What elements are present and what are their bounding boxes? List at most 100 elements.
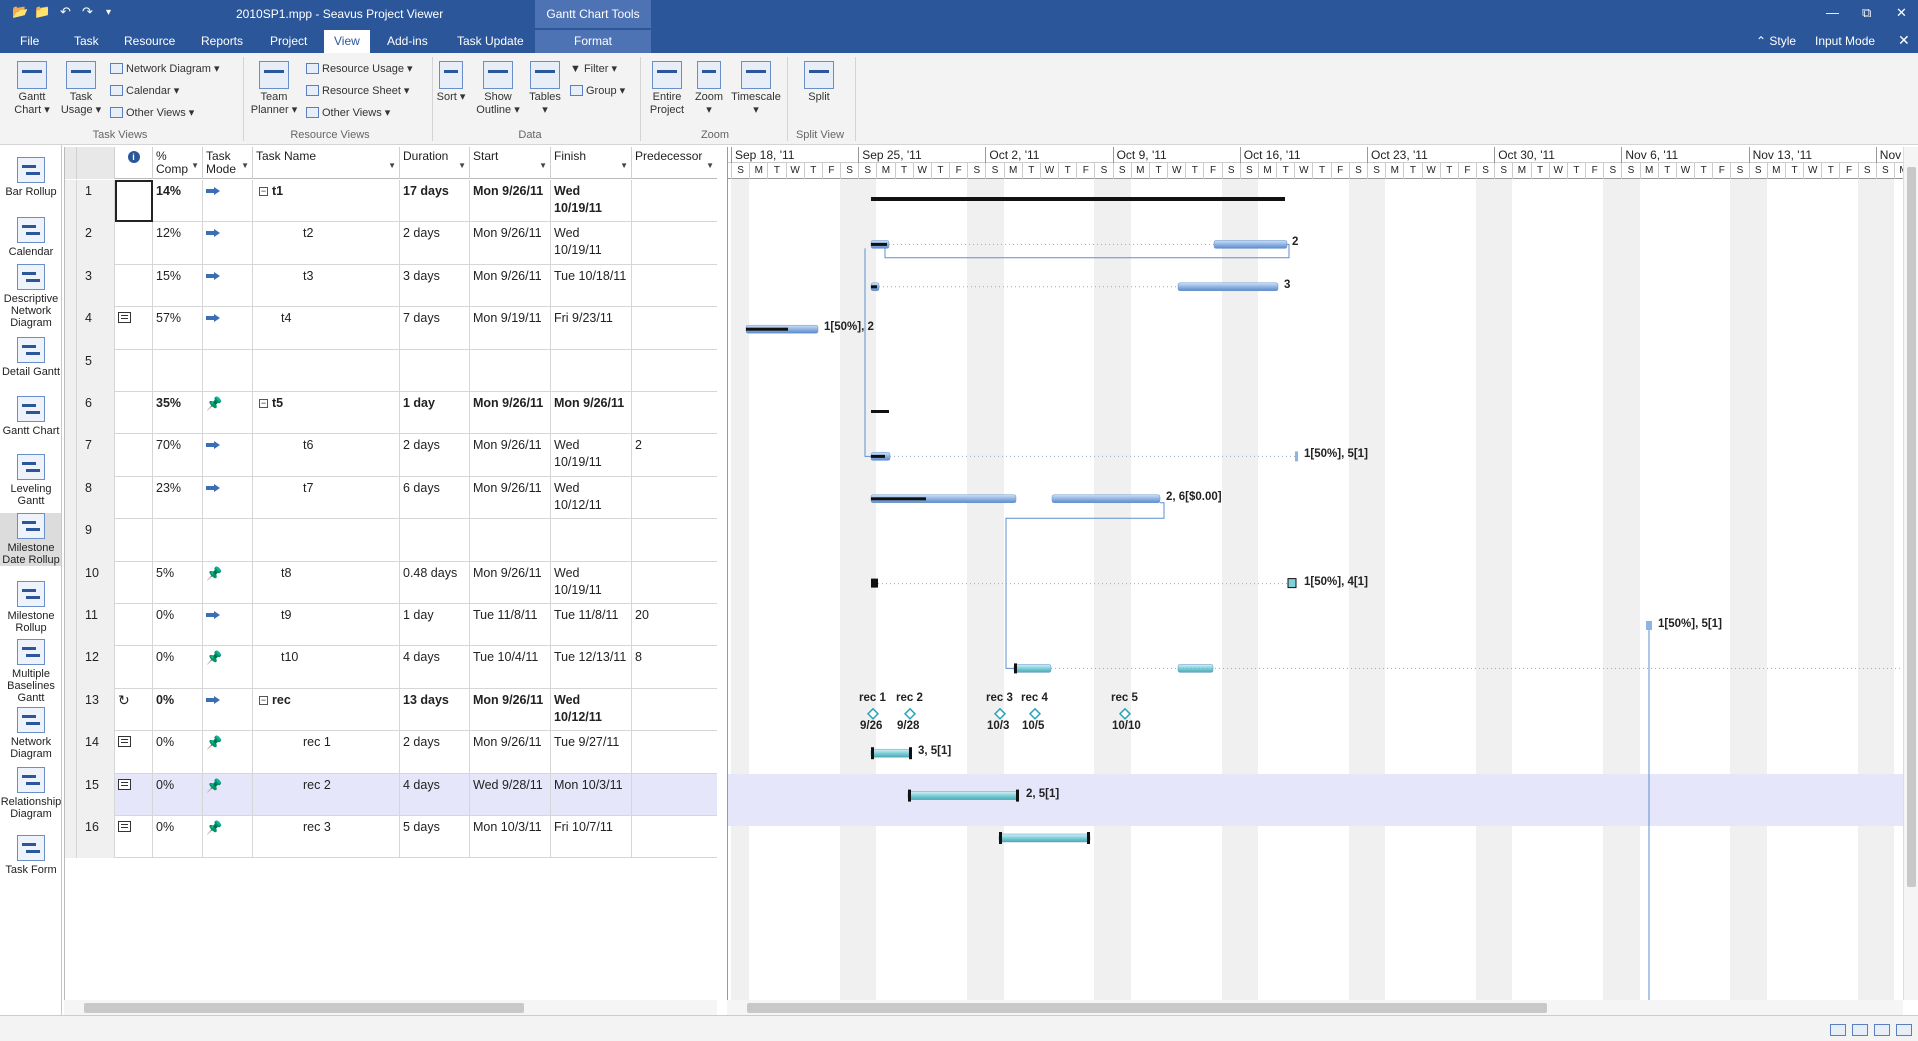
dur-cell[interactable]: 2 days (400, 222, 470, 265)
task-bar-t7-a-progress[interactable] (871, 497, 926, 501)
pred-cell[interactable] (632, 562, 717, 604)
table-row[interactable]: 16 0% 📌 rec 3 5 days Mon 10/3/11 Fri 10/7/11 (65, 816, 717, 859)
minimize-icon[interactable]: — (1826, 5, 1839, 20)
pred-cell[interactable] (632, 350, 717, 392)
task-name-cell[interactable] (253, 349, 400, 392)
dur-cell[interactable] (400, 349, 470, 392)
pred-cell[interactable] (632, 265, 717, 307)
task-mode-cell[interactable]: 📌 (203, 773, 253, 816)
summary-bar-t5[interactable] (871, 410, 889, 413)
viewbar-item-11[interactable]: Task Form (0, 835, 61, 876)
viewbar-item-6[interactable]: Milestone Date Rollup (0, 513, 61, 566)
indicator-cell[interactable] (115, 307, 153, 350)
row-selector[interactable] (65, 434, 77, 477)
dependency-link[interactable] (864, 248, 871, 457)
pct-cell[interactable]: 0% (153, 773, 203, 816)
row-id-cell[interactable]: 1 (77, 180, 115, 223)
style-button[interactable]: ⌃ Style (1756, 34, 1797, 48)
collapse-icon[interactable]: − (259, 694, 268, 705)
finish-cell[interactable] (551, 349, 632, 392)
dependency-link[interactable] (884, 243, 1290, 259)
task-name-cell[interactable]: − t5 (253, 392, 400, 435)
start-cell[interactable]: Mon 10/3/11 (470, 816, 551, 859)
dur-cell[interactable] (400, 519, 470, 562)
indicator-cell[interactable] (115, 731, 153, 774)
task-name-cell[interactable]: t7 (253, 476, 400, 520)
table-row[interactable]: 14 0% 📌 rec 1 2 days Mon 9/26/11 Tue 9/27/11 (65, 731, 717, 774)
pred-cell[interactable] (632, 222, 717, 264)
grid-scroll-thumb[interactable] (84, 1003, 524, 1013)
finish-cell[interactable]: Wed 10/19/11 (551, 434, 632, 477)
bar-end[interactable] (1087, 832, 1090, 844)
pct-complete-header[interactable]: % Comp ▼ (153, 147, 203, 179)
task-bar-t9[interactable] (1646, 621, 1652, 630)
task-mode-cell[interactable] (203, 688, 253, 732)
gantt-scroll-thumb[interactable] (747, 1003, 1547, 1013)
task-mode-cell[interactable] (203, 519, 253, 562)
folder-icon[interactable]: 📁 (34, 4, 51, 19)
dur-cell[interactable]: 13 days (400, 688, 470, 732)
finish-cell[interactable]: Wed 10/12/11 (551, 476, 632, 520)
pct-cell[interactable]: 70% (153, 434, 203, 477)
milestone-rec-3[interactable] (993, 707, 1007, 720)
duration-header[interactable]: Duration ▼ (400, 147, 470, 179)
predecessor-header[interactable]: Predecessor ▼ (632, 147, 717, 179)
row-id-cell[interactable]: 5 (77, 349, 115, 392)
indicator-cell[interactable] (115, 180, 153, 223)
task-bar-t6-end[interactable] (1295, 451, 1298, 462)
dur-cell[interactable]: 6 days (400, 476, 470, 520)
team-planner-button[interactable]: Team Planner ▾ (250, 61, 298, 117)
pred-cell[interactable]: 8 (632, 646, 717, 688)
timescale-button[interactable]: Timescale ▾ (730, 61, 782, 117)
row-id-cell[interactable]: 9 (77, 519, 115, 562)
viewbar-item-8[interactable]: Multiple Baselines Gantt (0, 639, 61, 704)
pct-cell[interactable]: 12% (153, 222, 203, 265)
task-mode-cell[interactable]: 📌 (203, 561, 253, 604)
task-name-cell[interactable]: t3 (253, 264, 400, 308)
task-name-cell[interactable]: rec 3 (253, 816, 400, 859)
table-row[interactable]: 7 70% t6 2 days Mon 9/26/11 Wed 10/19/11 2 (65, 434, 717, 477)
calendar-button[interactable]: Calendar ▾ (110, 84, 179, 100)
show-outline-button[interactable]: Show Outline ▾ (474, 61, 522, 117)
pct-cell[interactable]: 23% (153, 476, 203, 520)
row-selector[interactable] (65, 561, 77, 604)
finish-cell[interactable]: Tue 10/18/11 (551, 264, 632, 308)
row-selector[interactable] (65, 307, 77, 350)
pred-cell[interactable] (632, 689, 717, 731)
table-row[interactable]: 11 0% t9 1 day Tue 11/8/11 Tue 11/8/11 20 (65, 604, 717, 647)
task-name-cell[interactable]: − t1 (253, 180, 400, 223)
redo-icon[interactable]: ↷ (82, 4, 93, 19)
task-bar-rec2[interactable] (907, 791, 1019, 800)
table-row[interactable]: 2 12% t2 2 days Mon 9/26/11 Wed 10/19/11 (65, 222, 717, 265)
table-row[interactable]: 3 15% t3 3 days Mon 9/26/11 Tue 10/18/11 (65, 264, 717, 308)
restore-icon[interactable]: ⧉ (1862, 5, 1872, 20)
gantt-chart-button[interactable]: Gantt Chart ▾ (12, 61, 52, 117)
bar-end[interactable] (999, 832, 1002, 844)
other-views-button[interactable]: Other Views ▾ (110, 106, 194, 122)
dur-cell[interactable]: 7 days (400, 307, 470, 350)
task-mode-cell[interactable] (203, 222, 253, 265)
row-id-cell[interactable]: 12 (77, 646, 115, 689)
start-cell[interactable]: Mon 9/26/11 (470, 688, 551, 732)
row-selector[interactable] (65, 688, 77, 732)
finish-cell[interactable]: Wed 10/19/11 (551, 561, 632, 604)
row-selector[interactable] (65, 646, 77, 689)
pct-cell[interactable]: 0% (153, 646, 203, 689)
task-bar-t7-b[interactable] (1051, 494, 1161, 504)
indicator-cell[interactable] (115, 646, 153, 689)
network-diagram-button[interactable]: Network Diagram ▾ (110, 62, 220, 78)
finish-cell[interactable]: Mon 10/3/11 (551, 773, 632, 816)
grid-horizontal-scrollbar[interactable] (64, 1000, 717, 1015)
pct-cell[interactable]: 5% (153, 561, 203, 604)
tab-project[interactable]: Project (270, 34, 308, 48)
start-cell[interactable]: Mon 9/26/11 (470, 222, 551, 265)
task-bar-t3-a-progress[interactable] (871, 285, 877, 289)
vertical-scroll-thumb[interactable] (1907, 167, 1916, 887)
task-name-header[interactable]: Task Name ▼ (253, 147, 400, 179)
task-usage-view-icon[interactable] (1852, 1024, 1868, 1036)
start-cell[interactable]: Tue 10/4/11 (470, 646, 551, 689)
task-bar-t8-end[interactable] (1287, 578, 1297, 589)
task-name-cell[interactable]: − rec (253, 688, 400, 732)
row-selector[interactable] (65, 349, 77, 392)
task-name-cell[interactable]: rec 2 (253, 773, 400, 816)
